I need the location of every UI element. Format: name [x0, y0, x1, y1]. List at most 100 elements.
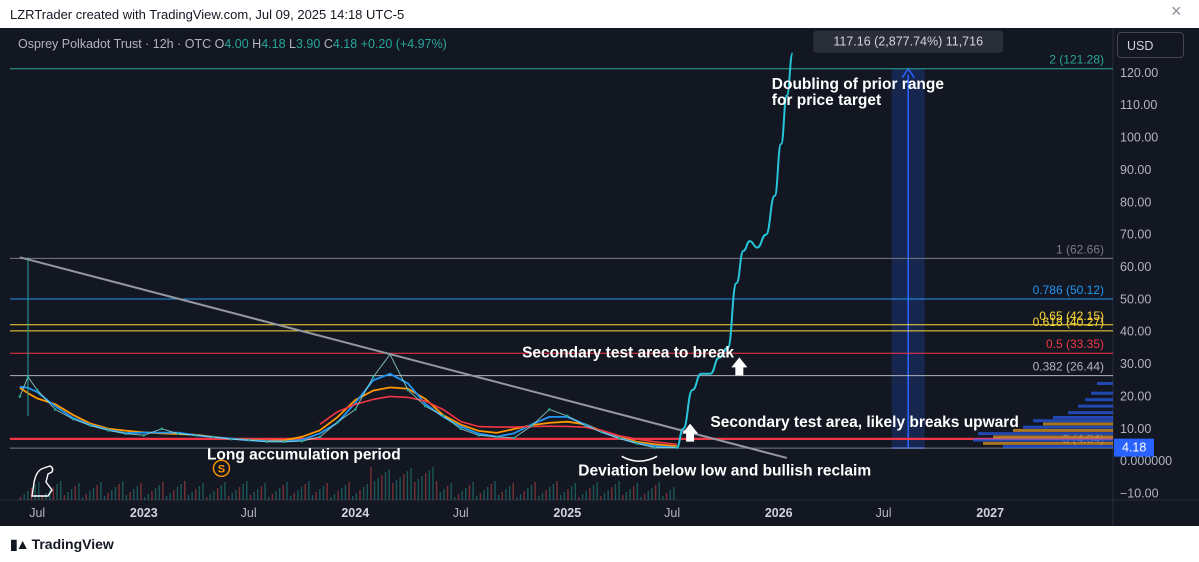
fib-level-label: 0.382 (26.44) [1033, 360, 1104, 374]
volume-bar [534, 482, 536, 500]
price-axis-tick: 20.00 [1120, 389, 1151, 403]
price-point [160, 427, 164, 431]
price-point [18, 395, 22, 398]
volume-bar [461, 491, 463, 500]
descending-trendline [19, 256, 788, 459]
price-axis-tick: 30.00 [1120, 357, 1151, 371]
time-axis-tick: 2026 [765, 506, 793, 520]
price-axis-tick: 0.000000 [1120, 454, 1172, 468]
volume-bar [59, 481, 62, 500]
volume-bar [169, 493, 171, 500]
volume-bar [209, 494, 212, 500]
volume-bar [326, 483, 328, 500]
chart-annotation: Long accumulation period [207, 447, 401, 464]
moving-average-blue [19, 372, 677, 449]
volume-bar [636, 483, 639, 500]
price-point [653, 446, 657, 449]
price-axis-tick: 80.00 [1120, 195, 1151, 209]
volume-bar [490, 484, 493, 500]
moving-average-orange [19, 386, 677, 448]
volume-bar [220, 485, 222, 500]
volume-bar [235, 490, 237, 500]
volume-bar [384, 472, 387, 500]
volume-bar [574, 483, 576, 500]
price-point [353, 408, 357, 411]
volume-bar [373, 481, 376, 500]
volume-bar [424, 473, 427, 500]
chart-annotation: Secondary test area to break [522, 345, 734, 362]
volume-bar [592, 485, 595, 500]
projection-label: 117.16 (2,877.74%) 11,716 [833, 35, 983, 49]
volume-bar [311, 495, 314, 500]
price-point [318, 435, 322, 439]
volume-bar [147, 494, 149, 500]
volume-bar [406, 471, 409, 500]
close-icon[interactable]: × [1171, 1, 1182, 21]
volume-bar [114, 487, 117, 500]
breakout-arrow-icon [731, 357, 748, 376]
volume-bar [545, 490, 547, 500]
tradingview-logo[interactable]: ▮▲ TradingView [10, 536, 114, 553]
close-label: C [323, 37, 333, 51]
price-point [530, 424, 534, 427]
volume-bar [70, 489, 73, 500]
volume-bar [333, 494, 336, 500]
price-axis-tick: 60.00 [1120, 260, 1151, 274]
price-chart[interactable]: 117.16 (2,877.74%) 11,716 2 (121.28) 1 (62… [0, 28, 1199, 526]
volume-bar [567, 489, 569, 500]
volume-bar [165, 496, 168, 500]
volume-bar [56, 484, 58, 500]
volume-bar [289, 496, 292, 500]
volume-bar [523, 491, 525, 500]
volume-bar [268, 497, 270, 500]
volume-bar [176, 487, 179, 500]
price-point [176, 432, 180, 435]
volume-profile-bar [978, 432, 1113, 436]
price-point [371, 375, 375, 379]
footer: ▮▲ TradingView [0, 526, 1199, 562]
brand-name: TradingView [31, 536, 114, 552]
volume-bar [103, 496, 106, 500]
chart-panel[interactable]: 117.16 (2,877.74%) 11,716 2 (121.28) 1 (62… [0, 28, 1199, 526]
currency-button[interactable]: USD [1117, 32, 1184, 58]
volume-bar [125, 495, 128, 500]
volume-profile-bar [1023, 425, 1113, 429]
price-point [107, 429, 110, 432]
volume-bar [162, 482, 164, 500]
change-value: +0.20 (+4.97%) [360, 37, 447, 51]
volume-bar [435, 481, 438, 500]
volume-profile-bar [973, 438, 1113, 442]
price-point [336, 421, 339, 424]
volume-profile-bar [1091, 391, 1113, 395]
volume-profile-bar [1003, 445, 1113, 449]
projected-price-path [675, 52, 794, 449]
volume-bar [111, 490, 113, 500]
price-point [300, 439, 304, 443]
price-point [212, 435, 215, 439]
volume-bar [337, 491, 339, 500]
volume-bar [428, 470, 431, 500]
volume-bar [23, 494, 25, 500]
volume-bar [377, 478, 379, 500]
price-point [194, 433, 198, 437]
volume-bar [74, 486, 76, 500]
volume-bar [49, 490, 51, 500]
price-axis-tick: 70.00 [1120, 228, 1151, 242]
volume-bar [89, 491, 91, 500]
fib-level-label: 0.65 (42.15) [1039, 309, 1104, 323]
volume-bar [527, 488, 529, 500]
volume-bar [651, 488, 653, 500]
volume-bar [85, 494, 87, 500]
volume-bar [563, 492, 566, 500]
volume-bar [315, 492, 317, 500]
price-point [142, 433, 146, 437]
time-axis-tick: Jul [241, 506, 257, 520]
time-axis-tick: 2027 [976, 506, 1004, 520]
volume-bar [205, 497, 208, 500]
price-point [442, 414, 445, 418]
volume-bar [122, 481, 124, 500]
event-marker-icon [212, 459, 231, 477]
moving-average-red [319, 395, 677, 446]
volume-bar [143, 497, 146, 500]
volume-bar [129, 492, 131, 500]
